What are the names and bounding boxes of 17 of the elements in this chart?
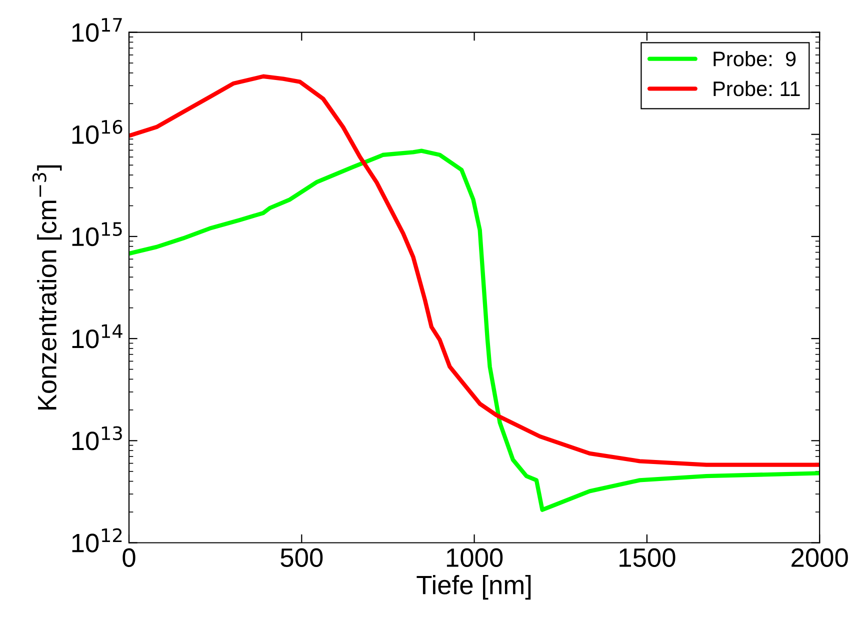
y-tick-label: 10$^{17}$ — [72, 18, 122, 42]
legend-label: Probe: 9 — [714, 51, 796, 66]
x-tick-label: 2000 — [792, 548, 848, 567]
y-axis-title: Konzentration [cm$^{−3}$] — [32, 165, 62, 410]
legend-label: Probe: 11 — [714, 80, 800, 96]
x-axis-title: Tiefe [nm] — [416, 574, 531, 600]
line-series — [129, 74, 820, 467]
x-tick-label: 1000 — [446, 548, 503, 567]
y-tick-label: 10$^{16}$ — [72, 120, 122, 144]
y-tick-label: 10$^{15}$ — [72, 222, 122, 246]
x-tick-label: 500 — [280, 548, 323, 567]
y-tick-label: 10$^{12}$ — [72, 528, 122, 552]
line-series — [129, 148, 820, 512]
x-tick-label: 1500 — [620, 548, 676, 567]
x-tick-label: 0 — [122, 548, 136, 567]
y-tick-label: 10$^{14}$ — [72, 324, 122, 348]
y-tick-label: 10$^{13}$ — [72, 426, 122, 450]
